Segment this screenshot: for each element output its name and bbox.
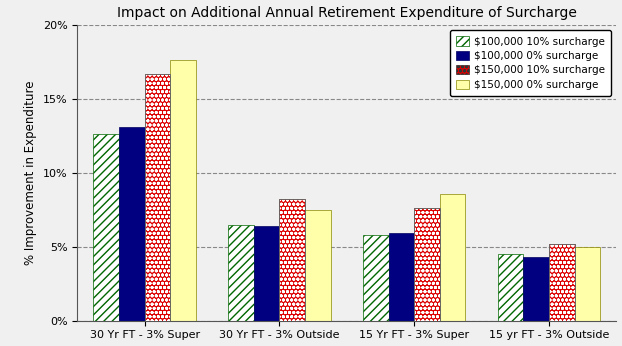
Bar bbox=[119, 127, 145, 321]
Bar bbox=[414, 208, 440, 321]
Bar bbox=[145, 74, 170, 321]
Bar bbox=[414, 208, 440, 321]
Bar bbox=[389, 234, 414, 321]
Bar bbox=[498, 254, 524, 321]
Bar bbox=[279, 199, 305, 321]
Bar bbox=[279, 199, 305, 321]
Bar bbox=[93, 134, 119, 321]
Bar bbox=[254, 226, 279, 321]
Bar bbox=[549, 244, 575, 321]
Bar bbox=[549, 244, 575, 321]
Bar bbox=[524, 257, 549, 321]
Bar bbox=[549, 244, 575, 321]
Bar bbox=[228, 225, 254, 321]
Bar bbox=[363, 235, 389, 321]
Bar bbox=[440, 193, 465, 321]
Bar bbox=[414, 208, 440, 321]
Bar bbox=[279, 199, 305, 321]
Bar bbox=[145, 74, 170, 321]
Y-axis label: % Improvement in Expenditure: % Improvement in Expenditure bbox=[24, 81, 37, 265]
Bar bbox=[575, 247, 600, 321]
Bar bbox=[145, 74, 170, 321]
Bar bbox=[170, 61, 196, 321]
Title: Impact on Additional Annual Retirement Expenditure of Surcharge: Impact on Additional Annual Retirement E… bbox=[117, 6, 577, 20]
Bar bbox=[305, 210, 331, 321]
Legend: $100,000 10% surcharge, $100,000 0% surcharge, $150,000 10% surcharge, $150,000 : $100,000 10% surcharge, $100,000 0% surc… bbox=[450, 30, 611, 96]
